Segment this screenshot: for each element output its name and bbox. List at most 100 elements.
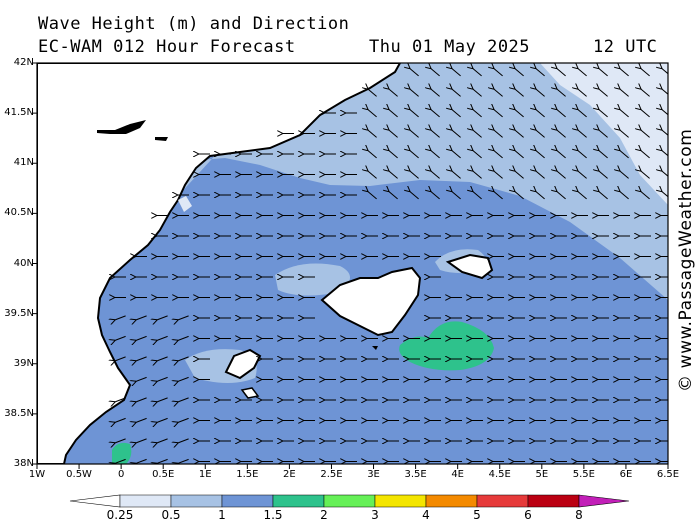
legend-swatch	[476, 494, 529, 508]
legend-swatch	[374, 494, 427, 508]
wave-arrow	[135, 335, 147, 340]
wave-arrow	[577, 130, 587, 138]
wave-arrow	[493, 89, 503, 97]
wave-arrow	[535, 89, 545, 97]
wave-arrow	[514, 191, 524, 200]
longitude-tick-label: 5E	[535, 469, 549, 480]
legend-label: 1.5	[263, 508, 283, 522]
wave-direction-arrows	[114, 68, 668, 464]
wave-arrow	[409, 150, 419, 159]
wave-arrow	[493, 171, 503, 179]
wave-arrow	[135, 438, 147, 443]
forecast-time: 12 UTC	[593, 37, 658, 57]
wave-arrow	[472, 68, 482, 77]
wave-arrow	[367, 89, 377, 97]
wave-arrow	[156, 356, 168, 361]
wave-arrow	[177, 397, 189, 402]
wave-arrow	[556, 191, 566, 200]
wave-arrow	[514, 89, 524, 97]
land-spain	[37, 63, 402, 464]
longitude-tick-label: 0	[117, 469, 125, 480]
wave-arrow	[556, 150, 566, 159]
inland-reservoir	[97, 120, 146, 134]
latitude-tick-label: 38.5N	[4, 407, 34, 419]
wave-arrow	[177, 376, 189, 381]
wave-arrow	[661, 89, 668, 95]
longitude-tick-label: 6.5E	[656, 469, 680, 480]
wave-arrow	[577, 89, 587, 97]
wave-arrow	[598, 68, 608, 77]
forecast-date: Thu 01 May 2025	[369, 37, 531, 57]
wave-arrow	[535, 68, 545, 77]
wave-arrow	[388, 171, 398, 179]
sea-patch-light	[275, 263, 350, 296]
axis-ticks	[32, 62, 669, 469]
wave-arrow	[598, 109, 608, 118]
legend-swatch	[170, 494, 223, 508]
wave-arrow	[451, 171, 461, 179]
wave-arrow	[156, 376, 168, 381]
wave-arrow	[367, 130, 377, 138]
wave-arrow	[409, 130, 419, 138]
wave-arrow	[156, 417, 168, 422]
wave-arrow	[472, 130, 482, 138]
wave-arrow	[430, 109, 440, 118]
legend-swatch	[119, 494, 172, 508]
wave-arrow	[135, 376, 147, 381]
wave-arrow	[556, 109, 566, 118]
wave-arrow	[535, 130, 545, 138]
wave-arrow	[514, 171, 524, 179]
latitude-tick-label: 41.5N	[4, 107, 34, 119]
wave-arrow	[493, 109, 503, 118]
longitude-tick-label: 1.5E	[236, 469, 259, 480]
wave-arrow	[472, 171, 482, 179]
wave-arrow	[135, 315, 147, 320]
island-menorca	[445, 253, 494, 280]
wave-arrow	[556, 89, 566, 97]
wave-arrow	[577, 191, 587, 200]
legend-colorbar	[69, 494, 630, 508]
wave-arrow	[451, 109, 461, 118]
wave-arrow	[135, 397, 147, 402]
latitude-tick-label: 38N	[13, 458, 34, 469]
wave-arrow	[114, 335, 126, 340]
wave-arrow	[177, 335, 189, 340]
wave-arrow	[640, 130, 650, 138]
wave-arrow	[114, 458, 126, 464]
map-title: Wave Height (m) and Direction	[38, 14, 350, 34]
wave-arrow	[661, 68, 668, 75]
island-cabrera	[372, 346, 378, 350]
wave-arrow	[619, 150, 629, 159]
wave-arrow	[430, 191, 440, 200]
wave-arrow	[493, 150, 503, 159]
wave-arrow	[598, 150, 608, 159]
wave-arrow	[156, 335, 168, 340]
wave-arrow	[472, 109, 482, 118]
wave-arrow	[114, 417, 126, 422]
legend-label: 1	[218, 508, 226, 522]
wave-arrow	[367, 109, 377, 118]
wave-arrow	[535, 191, 545, 200]
wave-arrow	[514, 109, 524, 118]
wave-arrow	[514, 150, 524, 159]
credit-text: © www.PassageWeather.com	[676, 128, 696, 392]
island-formentera	[240, 387, 260, 399]
wave-arrow	[514, 130, 524, 138]
wave-arrow	[598, 191, 608, 200]
wave-arrow	[556, 171, 566, 179]
legend-swatch	[323, 494, 376, 508]
wave-arrow	[535, 150, 545, 159]
legend-label: 2	[320, 508, 328, 522]
wave-arrow	[640, 68, 650, 77]
wave-arrow	[661, 109, 668, 116]
wave-arrow	[114, 356, 126, 361]
wave-arrow	[535, 109, 545, 118]
latitude-tick-label: 39N	[13, 357, 34, 369]
wave-arrow	[472, 89, 482, 97]
wave-arrow	[177, 458, 189, 464]
wave-arrow	[430, 130, 440, 138]
legend-swatch	[527, 494, 580, 508]
wave-arrow	[388, 150, 398, 159]
wave-arrow	[598, 130, 608, 138]
